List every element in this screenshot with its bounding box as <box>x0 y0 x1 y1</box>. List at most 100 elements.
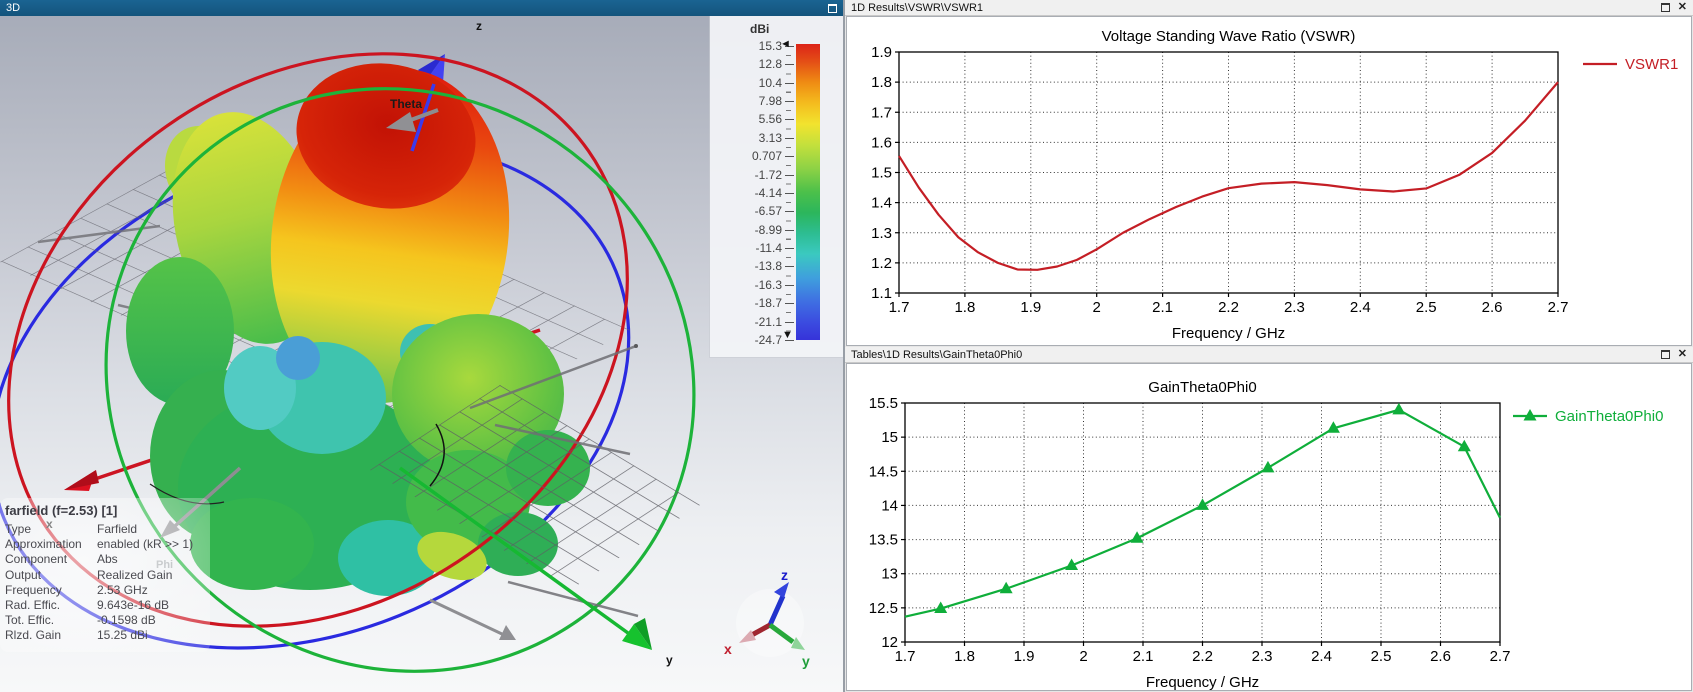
y-axis-arrow <box>398 466 652 650</box>
colorbar-tick-label: -1.72 <box>710 165 794 183</box>
close-window-icon[interactable]: ✕ <box>1677 348 1687 360</box>
svg-text:1.4: 1.4 <box>871 195 892 212</box>
svg-text:15.5: 15.5 <box>869 395 898 412</box>
triad-x-label: x <box>724 641 732 657</box>
3d-farfield-viewport[interactable]: z x y Theta Phi z x y <box>0 16 843 692</box>
close-window-icon[interactable]: ✕ <box>1677 1 1687 13</box>
svg-text:2.6: 2.6 <box>1430 648 1451 665</box>
3d-view-panel: 3D <box>0 0 845 692</box>
gain-chart-area: 1.7 1.8 1.9 2 2.1 2.2 2.3 2.4 2.5 2.6 2.7 12 12.5 13 1… <box>846 363 1692 691</box>
colorbar-max-marker-icon: ◄ <box>780 38 791 50</box>
maximize-window-icon[interactable] <box>1660 350 1670 359</box>
colorbar-tick-list: 15.3 12.8 10.4 7.98 5.56 3.13 0.707 -1.72 -4.14-… <box>710 37 794 349</box>
svg-text:VSWR1: VSWR1 <box>1625 56 1678 73</box>
colorbar-gradient <box>796 44 820 340</box>
triad-y-label: y <box>802 653 810 669</box>
colorbar-tick-label: -8.99 <box>710 221 794 239</box>
colorbar-tick-label: 10.4 <box>710 74 794 92</box>
svg-text:2.4: 2.4 <box>1350 299 1371 316</box>
svg-text:1.9: 1.9 <box>871 44 892 61</box>
gain-panel-titlebar[interactable]: Tables\1D Results\GainTheta0Phi0 ✕ <box>845 347 1693 363</box>
gain-chart[interactable]: 1.7 1.8 1.9 2 2.1 2.2 2.3 2.4 2.5 2.6 2.7 12 12.5 13 1… <box>847 364 1693 692</box>
farfield-info-row: Approximation enabled (kR >> 1) <box>5 537 194 552</box>
green-great-circle <box>104 87 696 673</box>
restore-window-icon[interactable] <box>828 3 837 13</box>
3d-scene: z x y Theta Phi z x y <box>0 19 810 673</box>
svg-text:1.3: 1.3 <box>871 225 892 242</box>
colorbar-minor-ticks <box>786 55 791 333</box>
svg-text:1.8: 1.8 <box>954 299 975 316</box>
gain-panel-title: Tables\1D Results\GainTheta0Phi0 <box>851 348 1023 361</box>
svg-text:2.5: 2.5 <box>1371 648 1392 665</box>
z-axis-label: z <box>476 19 482 33</box>
svg-text:1.8: 1.8 <box>871 74 892 91</box>
colorbar-tick-label: 0.707 <box>710 147 794 165</box>
svg-text:12.5: 12.5 <box>869 600 898 617</box>
farfield-info-row: Rad. Effic. 9.643e-16 dB <box>5 598 170 613</box>
farfield-info-row: Output Realized Gain <box>5 567 173 582</box>
colorbar-tick-label: 7.98 <box>710 92 794 110</box>
svg-text:2.6: 2.6 <box>1482 299 1503 316</box>
svg-text:12: 12 <box>881 634 898 651</box>
maximize-window-icon[interactable] <box>1660 3 1670 12</box>
lower-ground-mesh <box>370 344 700 618</box>
farfield-info-row: Type Farfield <box>5 522 138 536</box>
svg-text:2.4: 2.4 <box>1311 648 1332 665</box>
svg-text:1.9: 1.9 <box>1014 648 1035 665</box>
svg-text:1.6: 1.6 <box>871 134 892 151</box>
colorbar-tick-label: -21.1 <box>710 312 794 330</box>
farfield-info-row: Tot. Effic. -0.1598 dB <box>5 613 156 628</box>
svg-text:15: 15 <box>881 429 898 446</box>
colorbar-tick-label: -16.3 <box>710 276 794 294</box>
svg-text:1.7: 1.7 <box>889 299 910 316</box>
colorbar-tick-label: 3.13 <box>710 129 794 147</box>
svg-text:2: 2 <box>1079 648 1087 665</box>
svg-text:1.7: 1.7 <box>895 648 916 665</box>
farfield-info-row: Rlzd. Gain 15.25 dBi <box>5 628 148 643</box>
svg-text:GainTheta0Phi0: GainTheta0Phi0 <box>1148 379 1256 396</box>
triad-z-label: z <box>781 567 788 583</box>
colorbar-tick-label: 5.56 <box>710 110 794 128</box>
svg-text:2.3: 2.3 <box>1252 648 1273 665</box>
svg-text:14.5: 14.5 <box>869 463 898 480</box>
svg-text:13: 13 <box>881 566 898 583</box>
colorbar-unit-label: dBi <box>750 22 770 36</box>
vswr-result-panel: 1D Results\VSWR\VSWR1 ✕ 1.7 1.8 1.9 2 2.1 2.2… <box>845 0 1693 347</box>
colorbar-tick-label: -18.7 <box>710 294 794 312</box>
colorbar-tick-label: -11.4 <box>710 239 794 257</box>
svg-text:2.1: 2.1 <box>1152 299 1173 316</box>
gain-result-panel: Tables\1D Results\GainTheta0Phi0 ✕ 1.7 1.… <box>845 347 1693 692</box>
svg-text:1.9: 1.9 <box>1020 299 1041 316</box>
svg-text:2.2: 2.2 <box>1218 299 1239 316</box>
theta-label: Theta <box>390 97 422 111</box>
3d-panel-titlebar[interactable]: 3D <box>0 0 843 16</box>
svg-text:13.5: 13.5 <box>869 532 898 549</box>
svg-text:2: 2 <box>1093 299 1101 316</box>
svg-text:14: 14 <box>881 497 898 514</box>
svg-text:2.7: 2.7 <box>1548 299 1569 316</box>
svg-text:2.2: 2.2 <box>1192 648 1213 665</box>
farfield-info-table: Type Farfield Approximation enabled (kR >> … <box>5 522 202 644</box>
coordinate-triad: z x y <box>724 567 810 669</box>
colorbar-tick-label: -6.57 <box>710 202 794 220</box>
vswr-panel-titlebar[interactable]: 1D Results\VSWR\VSWR1 ✕ <box>845 0 1693 16</box>
svg-text:1.8: 1.8 <box>954 648 975 665</box>
svg-text:GainTheta0Phi0: GainTheta0Phi0 <box>1555 408 1663 425</box>
farfield-info-row: Component Abs <box>5 552 118 567</box>
colorbar-tick-label: 12.8 <box>710 55 794 73</box>
svg-text:1.5: 1.5 <box>871 165 892 182</box>
vswr-panel-title: 1D Results\VSWR\VSWR1 <box>851 1 984 14</box>
vswr-chart[interactable]: 1.7 1.8 1.9 2 2.1 2.2 2.3 2.4 2.5 2.6 2.7 1.1 1.2 1.3… <box>847 17 1693 347</box>
svg-text:2.1: 2.1 <box>1133 648 1154 665</box>
colorbar-min-marker-icon: ▼ <box>782 329 793 341</box>
theta-angle-arc <box>429 423 445 487</box>
vswr-chart-area: 1.7 1.8 1.9 2 2.1 2.2 2.3 2.4 2.5 2.6 2.7 1.1 1.2 1.3… <box>846 16 1692 346</box>
colorbar-legend: dBi 15.3 12.8 10.4 7.98 5.56 3.13 0.707 -1.72 -4… <box>710 16 843 357</box>
svg-text:Voltage Standing Wave Ratio (V: Voltage Standing Wave Ratio (VSWR) <box>1102 28 1356 45</box>
farfield-info-row: Frequency 2.53 GHz <box>5 582 148 597</box>
farfield-info-header: farfield (f=2.53) [1] <box>5 503 118 518</box>
farfield-info-block: farfield (f=2.53) [1] Type Farfield Approx… <box>0 498 210 652</box>
svg-text:2.7: 2.7 <box>1490 648 1511 665</box>
y-axis-label: y <box>666 653 673 667</box>
